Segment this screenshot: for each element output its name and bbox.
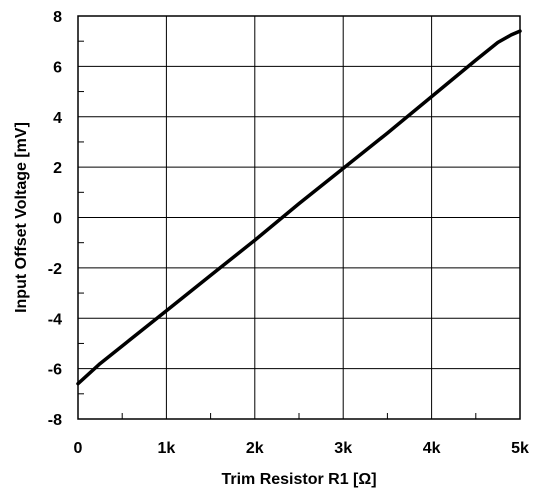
y-axis-title: Input Offset Voltage [mV]	[13, 122, 30, 313]
x-axis-title: Trim Resistor R1 [Ω]	[221, 471, 376, 488]
y-tick-label-5: 2	[53, 160, 62, 177]
y-tick-label-7: 6	[53, 59, 62, 76]
x-tick-label-1: 1k	[158, 440, 176, 457]
x-tick-label-4: 4k	[423, 440, 441, 457]
plot-frame	[77, 15, 521, 420]
y-tick-label-1: -6	[48, 362, 62, 379]
x-tick-label-0: 0	[74, 440, 83, 457]
y-tick-label-4: 0	[53, 211, 62, 228]
grid-lines	[78, 16, 520, 419]
minor-ticks	[78, 40, 477, 419]
y-tick-label-0: -8	[48, 412, 62, 429]
x-tick-labels: 0 1k 2k 3k 4k 5k	[74, 440, 529, 457]
y-tick-label-6: 4	[53, 110, 62, 127]
y-tick-labels: -8 -6 -4 -2 0 2 4 6 8	[48, 9, 62, 429]
x-tick-label-5: 5k	[511, 440, 529, 457]
y-tick-label-3: -2	[48, 261, 62, 278]
x-tick-label-3: 3k	[334, 440, 352, 457]
series-layer	[76, 29, 522, 386]
y-tick-label-2: -4	[48, 311, 62, 328]
series-line-0	[76, 29, 522, 386]
x-tick-label-2: 2k	[246, 440, 264, 457]
y-tick-label-8: 8	[53, 9, 62, 26]
